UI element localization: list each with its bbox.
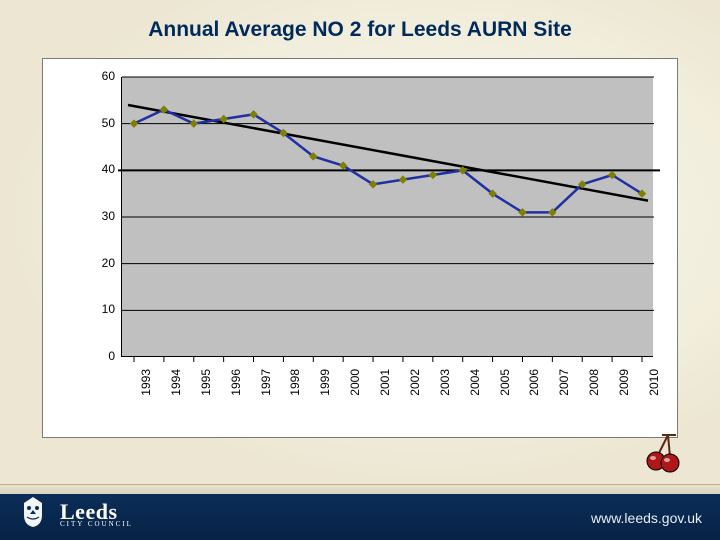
x-tick-label: 1999 xyxy=(318,369,332,399)
x-tick-label: 2003 xyxy=(438,369,452,399)
y-tick-label: 50 xyxy=(85,116,115,130)
y-tick-label: 10 xyxy=(85,302,115,316)
x-tick-label: 2002 xyxy=(408,369,422,399)
x-tick-label: 2010 xyxy=(647,369,661,399)
x-tick-label: 2005 xyxy=(498,369,512,399)
x-tick-label: 2006 xyxy=(527,369,541,399)
footer: Leeds CITY COUNCIL www.leeds.gov.uk xyxy=(0,484,720,540)
x-tick-label: 2001 xyxy=(378,369,392,399)
x-tick-label: 1993 xyxy=(139,369,153,399)
y-tick-label: 20 xyxy=(85,256,115,270)
x-tick-label: 2008 xyxy=(587,369,601,399)
y-tick-label: 30 xyxy=(85,209,115,223)
slide: Annual Average NO 2 for Leeds AURN Site … xyxy=(0,0,720,540)
x-tick-label: 1996 xyxy=(229,369,243,399)
x-tick-label: 2000 xyxy=(348,369,362,399)
chart-svg xyxy=(122,77,654,357)
plot-area xyxy=(121,77,653,357)
y-tick-label: 60 xyxy=(85,69,115,83)
x-tick-label: 1998 xyxy=(288,369,302,399)
y-tick-label: 0 xyxy=(85,349,115,363)
cherry-icon xyxy=(640,431,684,480)
footer-accent-bar xyxy=(0,484,720,494)
owl-crest-icon xyxy=(18,495,48,534)
x-tick-label: 2009 xyxy=(617,369,631,399)
x-tick-label: 2004 xyxy=(468,369,482,399)
slide-title: Annual Average NO 2 for Leeds AURN Site xyxy=(0,18,720,42)
footer-url: www.leeds.gov.uk xyxy=(591,510,702,526)
x-tick-label: 1995 xyxy=(199,369,213,399)
leeds-logo: Leeds CITY COUNCIL xyxy=(18,495,133,534)
y-tick-label: 40 xyxy=(85,162,115,176)
footer-strip: Leeds CITY COUNCIL www.leeds.gov.uk xyxy=(0,494,720,540)
x-tick-label: 1994 xyxy=(169,369,183,399)
x-tick-label: 2007 xyxy=(557,369,571,399)
footer-brand-sub: CITY COUNCIL xyxy=(60,521,133,528)
x-tick-label: 1997 xyxy=(259,369,273,399)
chart-container: annual average (ug.m-3) 0102030405060199… xyxy=(42,58,678,438)
